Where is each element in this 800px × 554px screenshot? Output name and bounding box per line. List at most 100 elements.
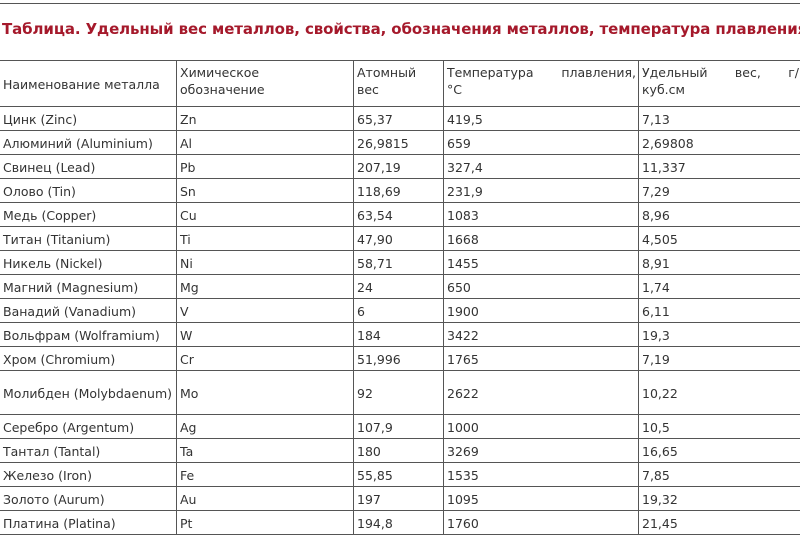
cell-atomic-weight: 118,69	[353, 178, 444, 203]
cell-symbol: Zn	[176, 106, 354, 131]
cell-atomic-weight: 58,71	[353, 250, 444, 275]
cell-atomic-weight: 92	[353, 370, 444, 415]
cell-melting-point: 231,9	[443, 178, 639, 203]
table-row: Титан (Titanium) Ti 47,90 1668 4,505	[0, 226, 800, 251]
cell-atomic-weight: 197	[353, 486, 444, 511]
cell-melting-point: 3269	[443, 438, 639, 463]
cell-atomic-weight: 184	[353, 322, 444, 347]
cell-specific-weight: 7,29	[638, 178, 800, 203]
cell-melting-point: 1900	[443, 298, 639, 323]
cell-metal-name: Никель (Nickel)	[0, 250, 177, 275]
cell-specific-weight: 1,74	[638, 274, 800, 299]
cell-specific-weight: 7,19	[638, 346, 800, 371]
table-row: Медь (Copper) Cu 63,54 1083 8,96	[0, 202, 800, 227]
cell-specific-weight: 10,5	[638, 414, 800, 439]
header-text: Наименование металла	[3, 76, 160, 92]
cell-melting-point: 327,4	[443, 154, 639, 179]
cell-melting-point: 1095	[443, 486, 639, 511]
header-chemical-symbol: Химическое обозначение	[176, 60, 354, 107]
cell-specific-weight: 19,32	[638, 486, 800, 511]
cell-specific-weight: 11,337	[638, 154, 800, 179]
cell-metal-name: Ванадий (Vanadium)	[0, 298, 177, 323]
table-row: Молибден (Molybdaenum) Mo 92 2622 10,22	[0, 370, 800, 415]
cell-symbol: Au	[176, 486, 354, 511]
cell-specific-weight: 4,505	[638, 226, 800, 251]
table-row: Вольфрам (Wolframium) W 184 3422 19,3	[0, 322, 800, 347]
cell-atomic-weight: 55,85	[353, 462, 444, 487]
cell-metal-name: Магний (Magnesium)	[0, 274, 177, 299]
cell-symbol: Al	[176, 130, 354, 155]
cell-specific-weight: 6,11	[638, 298, 800, 323]
table-row: Хром (Chromium) Cr 51,996 1765 7,19	[0, 346, 800, 371]
header-text: Химическое	[180, 65, 260, 80]
cell-atomic-weight: 107,9	[353, 414, 444, 439]
cell-atomic-weight: 180	[353, 438, 444, 463]
cell-specific-weight: 7,13	[638, 106, 800, 131]
header-text: Атомный	[357, 65, 417, 80]
cell-symbol: Ta	[176, 438, 354, 463]
cell-metal-name: Вольфрам (Wolframium)	[0, 322, 177, 347]
table-row: Тантал (Tantal) Ta 180 3269 16,65	[0, 438, 800, 463]
cell-atomic-weight: 24	[353, 274, 444, 299]
cell-symbol: Ni	[176, 250, 354, 275]
cell-metal-name: Титан (Titanium)	[0, 226, 177, 251]
table-header-row: Наименование металла Химическое обозначен…	[0, 60, 800, 107]
cell-symbol: Cu	[176, 202, 354, 227]
cell-atomic-weight: 26,9815	[353, 130, 444, 155]
cell-melting-point: 1668	[443, 226, 639, 251]
header-text: вес	[357, 82, 379, 97]
cell-melting-point: 1455	[443, 250, 639, 275]
table-row: Серебро (Argentum) Ag 107,9 1000 10,5	[0, 414, 800, 439]
cell-metal-name: Железо (Iron)	[0, 462, 177, 487]
header-text: Температура плавления,	[447, 65, 636, 80]
table-row: Золото (Aurum) Au 197 1095 19,32	[0, 486, 800, 511]
cell-metal-name: Золото (Aurum)	[0, 486, 177, 511]
cell-symbol: W	[176, 322, 354, 347]
cell-specific-weight: 2,69808	[638, 130, 800, 155]
table-row: Олово (Tin) Sn 118,69 231,9 7,29	[0, 178, 800, 203]
cell-metal-name: Свинец (Lead)	[0, 154, 177, 179]
cell-symbol: Pt	[176, 510, 354, 535]
cell-specific-weight: 19,3	[638, 322, 800, 347]
cell-atomic-weight: 6	[353, 298, 444, 323]
table-row: Цинк (Zinc) Zn 65,37 419,5 7,13	[0, 106, 800, 131]
cell-melting-point: 1083	[443, 202, 639, 227]
table-row: Алюминий (Aluminium) Al 26,9815 659 2,69808	[0, 130, 800, 155]
cell-specific-weight: 8,96	[638, 202, 800, 227]
table-row: Железо (Iron) Fe 55,85 1535 7,85	[0, 462, 800, 487]
header-melting-point: Температура плавления, °С	[443, 60, 639, 107]
header-atomic-weight: Атомный вес	[353, 60, 444, 107]
cell-melting-point: 1760	[443, 510, 639, 535]
top-divider	[0, 3, 800, 4]
cell-metal-name: Медь (Copper)	[0, 202, 177, 227]
cell-melting-point: 1000	[443, 414, 639, 439]
cell-symbol: Fe	[176, 462, 354, 487]
cell-atomic-weight: 194,8	[353, 510, 444, 535]
cell-metal-name: Алюминий (Aluminium)	[0, 130, 177, 155]
table-row: Никель (Nickel) Ni 58,71 1455 8,91	[0, 250, 800, 275]
header-text: Удельный вес, г/	[642, 65, 799, 80]
cell-melting-point: 1535	[443, 462, 639, 487]
cell-symbol: Pb	[176, 154, 354, 179]
header-text: куб.см	[642, 82, 685, 97]
header-text: обозначение	[180, 82, 265, 97]
cell-melting-point: 2622	[443, 370, 639, 415]
cell-specific-weight: 16,65	[638, 438, 800, 463]
cell-symbol: Ag	[176, 414, 354, 439]
cell-metal-name: Тантал (Tantal)	[0, 438, 177, 463]
metals-table: Наименование металла Химическое обозначен…	[0, 60, 800, 535]
cell-symbol: V	[176, 298, 354, 323]
cell-melting-point: 3422	[443, 322, 639, 347]
cell-metal-name: Цинк (Zinc)	[0, 106, 177, 131]
table-row: Ванадий (Vanadium) V 6 1900 6,11	[0, 298, 800, 323]
cell-symbol: Mg	[176, 274, 354, 299]
header-metal-name: Наименование металла	[0, 60, 177, 107]
cell-atomic-weight: 51,996	[353, 346, 444, 371]
cell-melting-point: 419,5	[443, 106, 639, 131]
cell-atomic-weight: 207,19	[353, 154, 444, 179]
cell-specific-weight: 8,91	[638, 250, 800, 275]
cell-specific-weight: 7,85	[638, 462, 800, 487]
cell-atomic-weight: 65,37	[353, 106, 444, 131]
cell-melting-point: 650	[443, 274, 639, 299]
table-row: Свинец (Lead) Pb 207,19 327,4 11,337	[0, 154, 800, 179]
